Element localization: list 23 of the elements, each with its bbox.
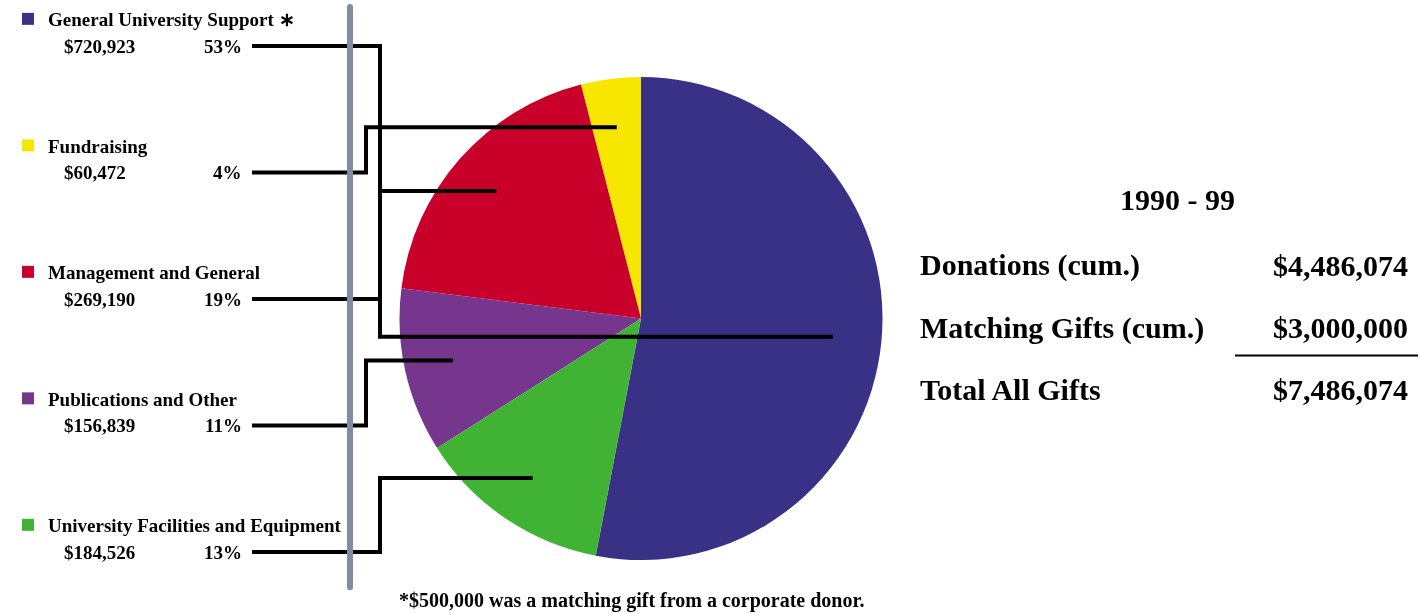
text: 1990 - 99 (1120, 183, 1235, 216)
legend-label: Management and General (48, 262, 261, 284)
text: $7,486,074 (1273, 373, 1408, 406)
text: $60,472 4% (64, 162, 242, 183)
pie-slice (437, 318, 641, 556)
text: $184,526 13% (64, 542, 242, 563)
text: $720,923 53% (64, 36, 242, 57)
pie-slice (580, 77, 641, 319)
pie-slice (399, 288, 641, 448)
text: $4,486,074 (1273, 249, 1408, 282)
text: Total All Gifts (920, 373, 1101, 406)
text: Matching Gifts (cum.) (920, 311, 1205, 345)
text: Donations (cum.) (920, 248, 1141, 282)
legend-label: Publications and Other (48, 388, 238, 410)
pie-slice (401, 84, 641, 319)
text: $3,000,000 (1273, 311, 1408, 344)
legend-label: University Facilities and Equipment (48, 515, 342, 537)
text: $269,190 19% (64, 289, 242, 310)
legend-label: General University Support ∗ (48, 9, 295, 31)
legend-label: Fundraising (48, 135, 148, 157)
text: $156,839 11% (64, 415, 242, 436)
text: *$500,000 was a matching gift from a corporate donor. (399, 589, 865, 612)
pie-slice (595, 77, 883, 560)
